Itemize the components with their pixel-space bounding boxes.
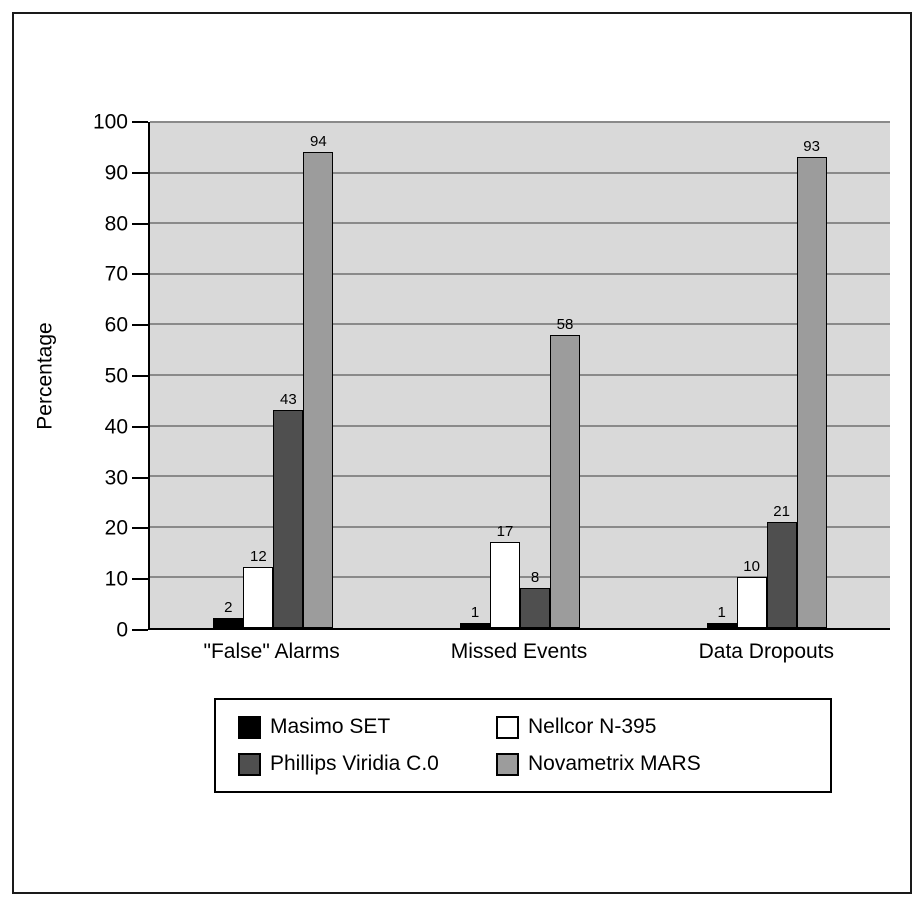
y-tick-label: 20 bbox=[104, 516, 128, 540]
legend-item-masimo-set: Masimo SET bbox=[238, 715, 496, 739]
category-label-data-dropouts: Data Dropouts bbox=[698, 640, 835, 663]
bar-wrap: 8 bbox=[519, 122, 550, 628]
y-tick bbox=[132, 629, 148, 631]
bar-value-label: 1 bbox=[717, 603, 726, 621]
y-tick bbox=[132, 375, 148, 377]
y-tick-label: 40 bbox=[104, 415, 128, 439]
bar-nellcor-n-395 bbox=[736, 577, 767, 628]
y-tick bbox=[132, 121, 148, 123]
bar-value-label: 94 bbox=[309, 133, 327, 151]
bar-masimo-set bbox=[706, 622, 737, 628]
bar-masimo-set bbox=[213, 617, 244, 628]
bar-novametrix-mars bbox=[549, 334, 580, 628]
bar-wrap: 17 bbox=[489, 122, 520, 628]
gridline bbox=[150, 222, 890, 225]
y-axis-tick-labels: 0 10 20 30 40 50 60 70 80 90 100 bbox=[60, 112, 128, 641]
bar-value-label: 1 bbox=[470, 603, 480, 621]
gridline bbox=[150, 171, 890, 174]
legend-swatch-masimo-set bbox=[238, 715, 261, 739]
legend-swatch-nellcor-n-395 bbox=[496, 715, 519, 739]
gridline bbox=[150, 374, 890, 376]
bar-wrap: 58 bbox=[549, 122, 580, 628]
legend-item-nellcor-n-395: Nellcor N-395 bbox=[496, 715, 820, 739]
bar-novametrix-mars bbox=[303, 152, 334, 628]
y-tick bbox=[132, 222, 148, 225]
bar-nellcor-n-395 bbox=[489, 541, 520, 628]
legend: Masimo SET Nellcor N-395 Phillips Viridia … bbox=[214, 698, 832, 793]
y-tick-label: 10 bbox=[104, 567, 128, 591]
legend-label: Novametrix MARS bbox=[528, 752, 701, 775]
bar-wrap: 43 bbox=[273, 122, 304, 628]
bar-value-label: 2 bbox=[224, 598, 233, 616]
bar-value-label: 12 bbox=[249, 548, 267, 566]
figure-border: Percentage 0 10 20 30 40 50 60 70 80 90 100 2 12 43 9… bbox=[12, 12, 912, 894]
bar-wrap: 21 bbox=[766, 122, 797, 628]
bar-value-label: 8 bbox=[530, 568, 540, 586]
gridline bbox=[150, 475, 890, 478]
x-axis-labels: "False" Alarms Missed Events Data Dropouts bbox=[148, 640, 890, 664]
bar-value-label: 10 bbox=[743, 558, 760, 576]
y-tick bbox=[132, 578, 148, 581]
y-tick-label: 90 bbox=[104, 161, 128, 185]
legend-label: Phillips Viridia C.0 bbox=[270, 752, 439, 775]
legend-item-novametrix-mars: Novametrix MARS bbox=[496, 752, 820, 776]
y-tick-label: 60 bbox=[104, 313, 128, 337]
legend-swatch-phillips-viridia-c-0 bbox=[238, 752, 261, 776]
legend-swatch-novametrix-mars bbox=[496, 752, 519, 776]
bar-wrap: 93 bbox=[796, 122, 827, 628]
y-tick-label: 50 bbox=[104, 364, 128, 388]
gridline bbox=[150, 272, 890, 275]
bar-wrap: 12 bbox=[243, 122, 274, 628]
bar-wrap: 2 bbox=[213, 122, 244, 628]
y-tick-label: 0 bbox=[116, 618, 128, 642]
y-tick-label: 70 bbox=[104, 262, 128, 286]
gridline bbox=[150, 323, 890, 326]
category-label-false-alarms: "False" Alarms bbox=[203, 640, 340, 663]
y-tick bbox=[132, 324, 148, 327]
gridline bbox=[150, 576, 890, 579]
bar-groups: 2 12 43 94 1 17 8 58 1 10 21 93 bbox=[150, 122, 890, 628]
bar-masimo-set bbox=[459, 622, 490, 628]
legend-item-phillips-viridia-c-0: Phillips Viridia C.0 bbox=[238, 752, 496, 776]
bar-group-missed-events: 1 17 8 58 bbox=[459, 122, 580, 628]
y-tick bbox=[132, 476, 148, 479]
bar-wrap: 10 bbox=[736, 122, 767, 628]
bar-wrap: 1 bbox=[459, 122, 490, 628]
bar-value-label: 17 bbox=[496, 522, 514, 540]
gridline bbox=[150, 424, 890, 427]
bar-novametrix-mars bbox=[796, 157, 827, 628]
y-tick-label: 100 bbox=[92, 110, 128, 134]
legend-label: Masimo SET bbox=[270, 715, 391, 738]
y-tick bbox=[132, 425, 148, 428]
bar-value-label: 21 bbox=[773, 502, 790, 520]
plot-area: 2 12 43 94 1 17 8 58 1 10 21 93 bbox=[148, 121, 890, 630]
bar-phillips-viridia-c-0 bbox=[519, 587, 550, 628]
legend-label: Nellcor N-395 bbox=[528, 715, 657, 738]
y-tick bbox=[132, 171, 148, 174]
gridline bbox=[150, 121, 890, 123]
y-axis-title: Percentage bbox=[28, 122, 64, 630]
y-tick-label: 30 bbox=[104, 466, 128, 490]
y-tick bbox=[132, 273, 148, 276]
bar-value-label: 43 bbox=[279, 391, 297, 409]
y-tick-label: 80 bbox=[104, 212, 128, 236]
bar-group-false-alarms: 2 12 43 94 bbox=[213, 122, 334, 628]
bar-wrap: 94 bbox=[303, 122, 334, 628]
y-axis-ticks bbox=[132, 121, 148, 631]
bar-phillips-viridia-c-0 bbox=[273, 410, 304, 628]
bar-nellcor-n-395 bbox=[243, 567, 274, 628]
category-label-missed-events: Missed Events bbox=[450, 640, 588, 663]
bar-wrap: 1 bbox=[706, 122, 737, 628]
y-tick bbox=[132, 527, 148, 530]
gridline bbox=[150, 525, 890, 528]
bar-phillips-viridia-c-0 bbox=[766, 521, 797, 628]
bar-group-data-dropouts: 1 10 21 93 bbox=[706, 122, 827, 628]
bar-value-label: 58 bbox=[556, 315, 574, 333]
bar-value-label: 93 bbox=[803, 138, 820, 156]
y-axis-title-text: Percentage bbox=[34, 322, 58, 430]
